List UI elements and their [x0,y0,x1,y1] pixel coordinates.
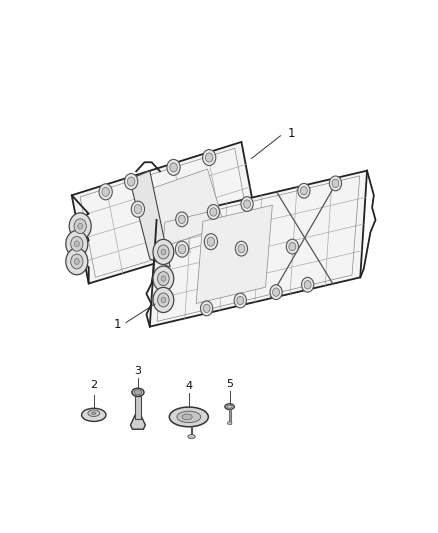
Circle shape [203,304,210,312]
Circle shape [167,159,180,175]
Circle shape [207,205,219,220]
Text: 5: 5 [226,379,233,390]
Circle shape [158,272,169,286]
Circle shape [329,176,342,191]
Circle shape [69,213,91,239]
Circle shape [289,243,296,251]
Circle shape [234,293,247,308]
Text: 1: 1 [113,318,121,331]
Polygon shape [130,171,170,267]
Ellipse shape [182,414,192,420]
Circle shape [74,259,79,264]
Circle shape [241,197,253,212]
Polygon shape [131,415,145,429]
Circle shape [176,241,189,257]
Circle shape [134,205,141,214]
Circle shape [178,215,185,223]
Circle shape [74,241,79,247]
Bar [135,397,141,419]
Circle shape [205,153,213,162]
Circle shape [131,201,145,217]
Polygon shape [146,169,224,247]
Circle shape [102,187,110,196]
Circle shape [203,150,216,166]
Circle shape [161,276,166,281]
Circle shape [78,223,83,229]
Text: 4: 4 [185,381,192,391]
Ellipse shape [92,412,96,415]
Circle shape [176,212,188,227]
Ellipse shape [132,388,144,397]
Circle shape [238,245,245,253]
Ellipse shape [81,408,106,422]
Polygon shape [150,171,367,327]
Text: 3: 3 [134,366,141,376]
Ellipse shape [188,434,195,439]
Circle shape [161,249,166,255]
Circle shape [237,296,244,305]
Circle shape [66,231,88,257]
Circle shape [201,301,213,316]
Circle shape [332,179,339,188]
Circle shape [178,245,186,254]
Circle shape [99,184,112,200]
Circle shape [210,208,217,216]
Circle shape [158,293,169,307]
Polygon shape [196,205,272,303]
Ellipse shape [170,407,208,427]
Ellipse shape [227,405,232,408]
Circle shape [244,200,251,208]
Polygon shape [72,142,258,284]
Circle shape [74,219,86,233]
Circle shape [153,239,174,264]
Ellipse shape [225,404,234,409]
Circle shape [124,174,138,190]
Circle shape [304,280,311,289]
Circle shape [71,254,83,269]
Circle shape [161,297,166,303]
Circle shape [158,245,169,259]
Circle shape [170,163,177,172]
Circle shape [300,187,307,195]
Circle shape [66,248,88,275]
Circle shape [153,266,174,291]
Circle shape [127,177,135,186]
Text: 2: 2 [90,380,97,390]
Circle shape [207,237,215,246]
Circle shape [272,288,279,296]
Ellipse shape [177,411,201,423]
Ellipse shape [227,422,232,424]
Circle shape [153,287,174,312]
Circle shape [235,241,247,256]
Text: 1: 1 [287,127,295,140]
Circle shape [286,239,298,254]
Circle shape [71,237,83,251]
Circle shape [301,277,314,292]
Circle shape [298,183,310,198]
Circle shape [204,233,218,249]
Ellipse shape [134,390,141,395]
Ellipse shape [88,410,100,416]
Circle shape [270,285,282,300]
